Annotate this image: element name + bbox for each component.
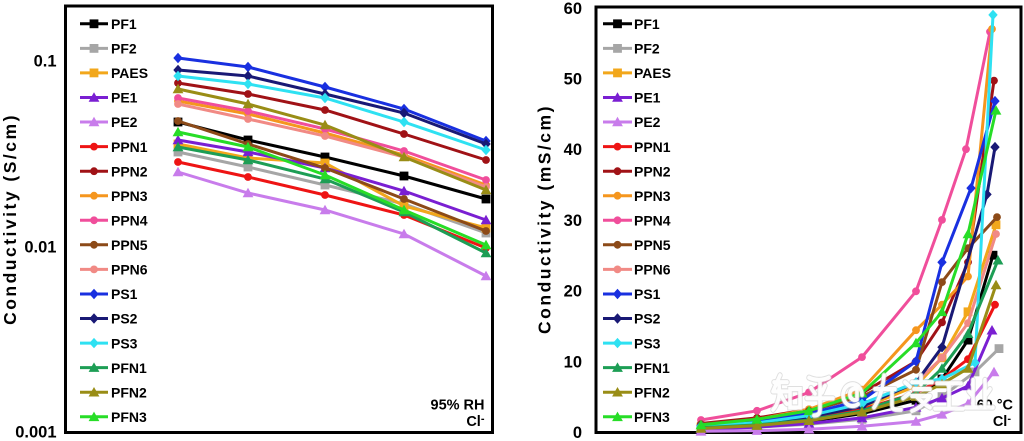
svg-text:PPN3: PPN3 [634,188,671,204]
svg-text:PE1: PE1 [111,90,138,106]
svg-text:Cl-: Cl- [466,413,485,430]
svg-text:Conductivity (mS/cm): Conductivity (mS/cm) [535,104,555,334]
svg-text:PPN3: PPN3 [111,188,148,204]
svg-text:30: 30 [564,212,582,230]
svg-text:PPN5: PPN5 [111,237,148,253]
svg-text:PF2: PF2 [634,41,660,57]
svg-text:PS1: PS1 [634,286,661,302]
svg-text:PPN2: PPN2 [634,163,671,179]
svg-text:PPN6: PPN6 [634,262,671,278]
svg-text:PF1: PF1 [111,16,137,32]
svg-text:50: 50 [564,71,582,89]
svg-text:PE2: PE2 [634,114,661,130]
svg-text:Cl-: Cl- [993,413,1012,430]
svg-text:PPN6: PPN6 [111,262,148,278]
svg-text:PPN4: PPN4 [634,213,671,229]
svg-text:PAES: PAES [634,65,671,81]
svg-text:40: 40 [564,141,582,159]
svg-text:0: 0 [573,424,582,441]
svg-text:PAES: PAES [111,65,148,81]
svg-text:0.01: 0.01 [24,239,56,257]
svg-text:PFN2: PFN2 [634,384,670,400]
svg-text:60: 60 [564,0,582,18]
svg-text:PPN1: PPN1 [111,139,148,155]
svg-text:PPN5: PPN5 [634,237,671,253]
svg-text:PE2: PE2 [111,114,138,130]
svg-text:0.1: 0.1 [34,53,57,71]
svg-text:PPN2: PPN2 [111,163,148,179]
svg-text:PPN4: PPN4 [111,213,148,229]
svg-text:PS1: PS1 [111,286,138,302]
svg-text:20: 20 [564,283,582,301]
svg-text:PF2: PF2 [111,41,137,57]
svg-text:PPN1: PPN1 [634,139,671,155]
svg-text:PE1: PE1 [634,90,661,106]
svg-text:PS2: PS2 [634,311,661,327]
svg-text:10: 10 [564,353,582,371]
svg-text:PFN3: PFN3 [111,409,147,425]
svg-text:PFN1: PFN1 [111,360,147,376]
svg-text:PS3: PS3 [111,335,138,351]
svg-text:95% RH: 95% RH [431,398,485,414]
svg-text:PFN1: PFN1 [634,360,670,376]
svg-text:PF1: PF1 [634,16,660,32]
svg-text:PS2: PS2 [111,311,138,327]
svg-text:PFN3: PFN3 [634,409,670,425]
svg-text:Conductivity (S/cm): Conductivity (S/cm) [0,113,20,325]
svg-text:PFN2: PFN2 [111,384,147,400]
svg-text:PS3: PS3 [634,335,661,351]
svg-text:0.001: 0.001 [15,424,56,441]
